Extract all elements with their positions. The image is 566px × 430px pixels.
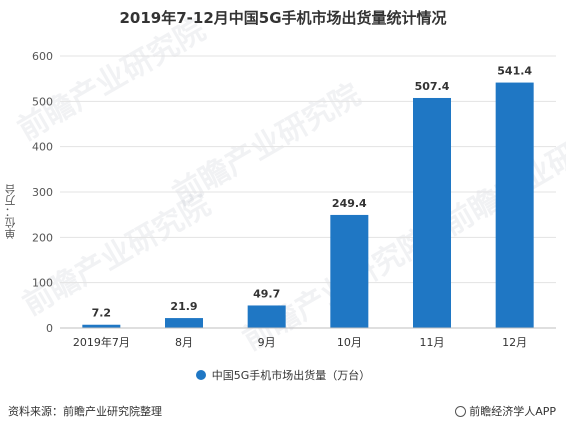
- y-tick-label: 0: [46, 322, 53, 335]
- bar: [330, 214, 369, 328]
- y-tick-label: 200: [32, 231, 53, 244]
- bar: [413, 97, 451, 328]
- bar: [165, 318, 203, 328]
- data-label: 7.2: [92, 307, 112, 320]
- bar: [82, 324, 121, 328]
- bar: [247, 305, 286, 328]
- data-label: 21.9: [170, 300, 197, 313]
- x-tick-label: 9月: [258, 336, 276, 349]
- y-tick-label: 500: [32, 95, 53, 108]
- y-axis-ticks: 0 100 200 300 400 500 600: [32, 50, 53, 335]
- data-label: 507.4: [415, 80, 450, 93]
- legend: 中国5G手机市场出货量（万台）: [0, 367, 566, 383]
- x-tick-label: 10月: [337, 336, 362, 349]
- bar: [495, 82, 534, 328]
- source-note: 资料来源：前瞻产业研究院整理: [8, 405, 162, 418]
- x-tick-label: 12月: [502, 336, 527, 349]
- y-tick-label: 400: [32, 141, 53, 154]
- circle-logo-icon: [455, 406, 467, 417]
- grid-lines: [60, 55, 556, 284]
- legend-marker-icon: [195, 370, 206, 380]
- data-label: 49.7: [253, 287, 280, 300]
- x-tick-label: 2019年7月: [73, 335, 130, 349]
- y-tick-label: 300: [32, 186, 53, 199]
- x-tick-label: 11月: [420, 336, 445, 349]
- y-tick-label: 600: [32, 50, 53, 63]
- data-label: 541.4: [497, 65, 532, 78]
- value-labels: 7.2 21.9 49.7 249.4 507.4 541.4: [92, 65, 533, 320]
- brand-attribution: 前瞻经济学人APP: [455, 403, 556, 419]
- x-tick-label: 8月: [175, 336, 193, 349]
- legend-label: 中国5G手机市场出货量（万台）: [211, 369, 371, 382]
- chart-title: 2019年7-12月中国5G手机市场出货量统计情况: [119, 9, 447, 27]
- bars: [82, 82, 534, 328]
- y-tick-label: 100: [32, 277, 53, 290]
- x-axis-ticks: 2019年7月 8月 9月 10月 11月 12月: [73, 335, 527, 349]
- brand-label: 前瞻经济学人APP: [469, 405, 556, 418]
- data-label: 249.4: [332, 197, 367, 210]
